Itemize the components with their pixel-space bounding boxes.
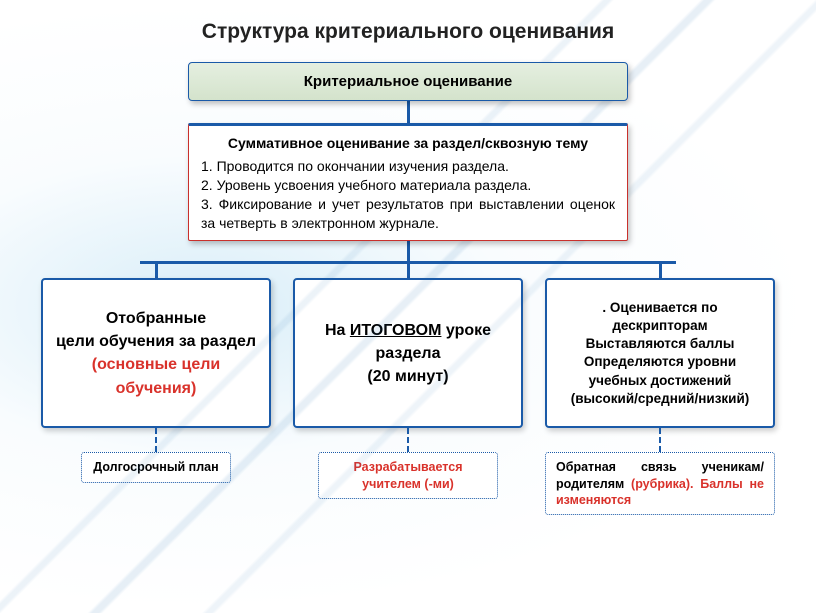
leaf-line-red: (основные цели обучения) [53,353,259,399]
leaf-note-1: Долгосрочный план [81,452,231,482]
leaf-underline: ИТОГОВОМ [350,322,442,339]
connector-mid-branch [407,241,410,261]
leaf-line: На ИТОГОВОМ уроке [325,319,491,342]
mid-heading: Суммативное оценивание за раздел/сквозну… [201,134,615,153]
leaf-line: раздела [376,342,441,365]
leaf-line: Отобранные [106,307,206,330]
leaf-col-1: Отобранные цели обучения за раздел (осно… [41,264,271,515]
connector-drop [659,264,662,278]
leaf-box-1: Отобранные цели обучения за раздел (осно… [41,278,271,428]
connector-dash [407,428,409,452]
mid-item-3: 3. Фиксирование и учет результатов при в… [201,195,615,233]
connector-drop [155,264,158,278]
leaf-row: Отобранные цели обучения за раздел (осно… [0,264,816,515]
leaf-col-3: . Оценивается по дескрипторам Выставляют… [545,264,775,515]
page-title: Структура критериального оценивания [0,0,816,44]
connector-drop [407,264,410,278]
mid-item-2: 2. Уровень усвоения учебного материала р… [201,176,615,195]
mid-node: Суммативное оценивание за раздел/сквозну… [188,123,628,241]
leaf-suf: уроке [441,322,491,339]
mid-item-1: 1. Проводится по окончании изучения разд… [201,157,615,176]
leaf-box-2: На ИТОГОВОМ уроке раздела (20 минут) [293,278,523,428]
root-node: Критериальное оценивание [188,62,628,101]
leaf-line: Определяются уровни учебных достижений (… [557,353,763,408]
leaf-line: . Оценивается по дескрипторам [557,299,763,335]
leaf-line: Выставляются баллы [586,335,735,353]
leaf-line: (20 минут) [367,365,448,388]
leaf-note-2: Разрабатывается учителем (-ми) [318,452,498,499]
connector-root-mid [407,101,410,123]
connector-dash [659,428,661,452]
leaf-note-3: Обратная связь ученикам/родителям (рубри… [545,452,775,515]
leaf-box-3: . Оценивается по дескрипторам Выставляют… [545,278,775,428]
leaf-line: цели обучения за раздел [56,330,256,353]
leaf-col-2: На ИТОГОВОМ уроке раздела (20 минут) Раз… [293,264,523,515]
leaf-pre: На [325,322,350,339]
connector-dash [155,428,157,452]
